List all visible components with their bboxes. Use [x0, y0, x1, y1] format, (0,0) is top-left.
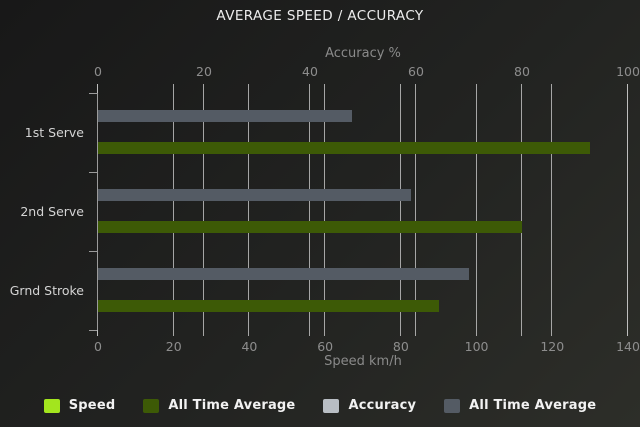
legend-item-all-time-average: All Time Average — [444, 398, 596, 413]
bar-speed-avg — [98, 221, 522, 233]
legend-swatch — [444, 398, 461, 413]
legend-label: Speed — [68, 398, 116, 413]
y-axis-tick — [89, 93, 97, 94]
category-label: Grnd Stroke — [9, 283, 84, 298]
gridline-bottom-100 — [475, 84, 477, 336]
bar-accuracy-avg — [98, 268, 469, 280]
bottom-tick-60: 60 — [317, 339, 334, 354]
bar-accuracy-avg — [98, 110, 353, 122]
y-axis-tick — [89, 330, 97, 331]
legend: Speed All Time Average Accuracy All Time Av… — [0, 398, 640, 413]
legend-item-all-time-average: All Time Average — [143, 398, 295, 413]
y-axis-line — [97, 93, 98, 330]
top-tick-0: 0 — [94, 64, 102, 79]
bottom-tick-0: 0 — [94, 339, 102, 354]
top-axis-tick-labels: 0 20 40 60 80 100 — [94, 64, 640, 79]
legend-swatch — [143, 398, 160, 413]
y-axis-tick — [89, 251, 97, 252]
gridline-bottom-40 — [248, 84, 250, 336]
chart-title: AVERAGE SPEED / ACCURACY — [216, 8, 424, 24]
gridline-top-40 — [309, 84, 310, 336]
bottom-tick-140: 140 — [616, 339, 640, 354]
gridline-top-80 — [521, 84, 522, 336]
category-label: 1st Serve — [24, 125, 84, 140]
gridline-top-20 — [203, 84, 204, 336]
top-tick-60: 60 — [408, 64, 424, 79]
plot-area — [89, 84, 628, 336]
bottom-axis-tick-labels: 0 20 40 60 80 100 120 140 — [94, 339, 640, 354]
category-labels: 1st Serve 2nd Serve Grnd Stroke — [0, 93, 90, 330]
legend-swatch — [43, 398, 60, 413]
legend-label: All Time Average — [168, 398, 296, 413]
bottom-axis-title: Speed km/h — [324, 354, 402, 369]
bottom-tick-80: 80 — [392, 339, 409, 354]
top-axis-title: Accuracy % — [325, 46, 401, 61]
category-label: 2nd Serve — [20, 204, 84, 219]
gridline-bottom-120 — [551, 84, 553, 336]
legend-label: Accuracy — [348, 398, 417, 413]
gridline-top-60 — [415, 84, 416, 336]
legend-swatch — [323, 398, 340, 413]
top-tick-20: 20 — [196, 64, 212, 79]
bar-speed-avg — [98, 300, 439, 312]
legend-item-accuracy: Accuracy — [323, 398, 416, 413]
bottom-tick-100: 100 — [464, 339, 489, 354]
bar-accuracy-avg — [98, 189, 411, 201]
gridline-bottom-60 — [324, 84, 326, 336]
top-tick-100: 100 — [616, 64, 640, 79]
top-tick-40: 40 — [302, 64, 318, 79]
bar-speed-avg — [98, 142, 591, 154]
bottom-tick-120: 120 — [540, 339, 565, 354]
legend-label: All Time Average — [469, 398, 597, 413]
gridline-bottom-20 — [172, 84, 174, 336]
bottom-tick-40: 40 — [241, 339, 258, 354]
bottom-tick-20: 20 — [165, 339, 182, 354]
gridline-bottom-140 — [627, 84, 628, 336]
y-axis-tick — [89, 172, 97, 173]
gridline-bottom-80 — [399, 84, 401, 336]
top-tick-80: 80 — [514, 64, 530, 79]
legend-item-speed: Speed — [43, 398, 116, 413]
